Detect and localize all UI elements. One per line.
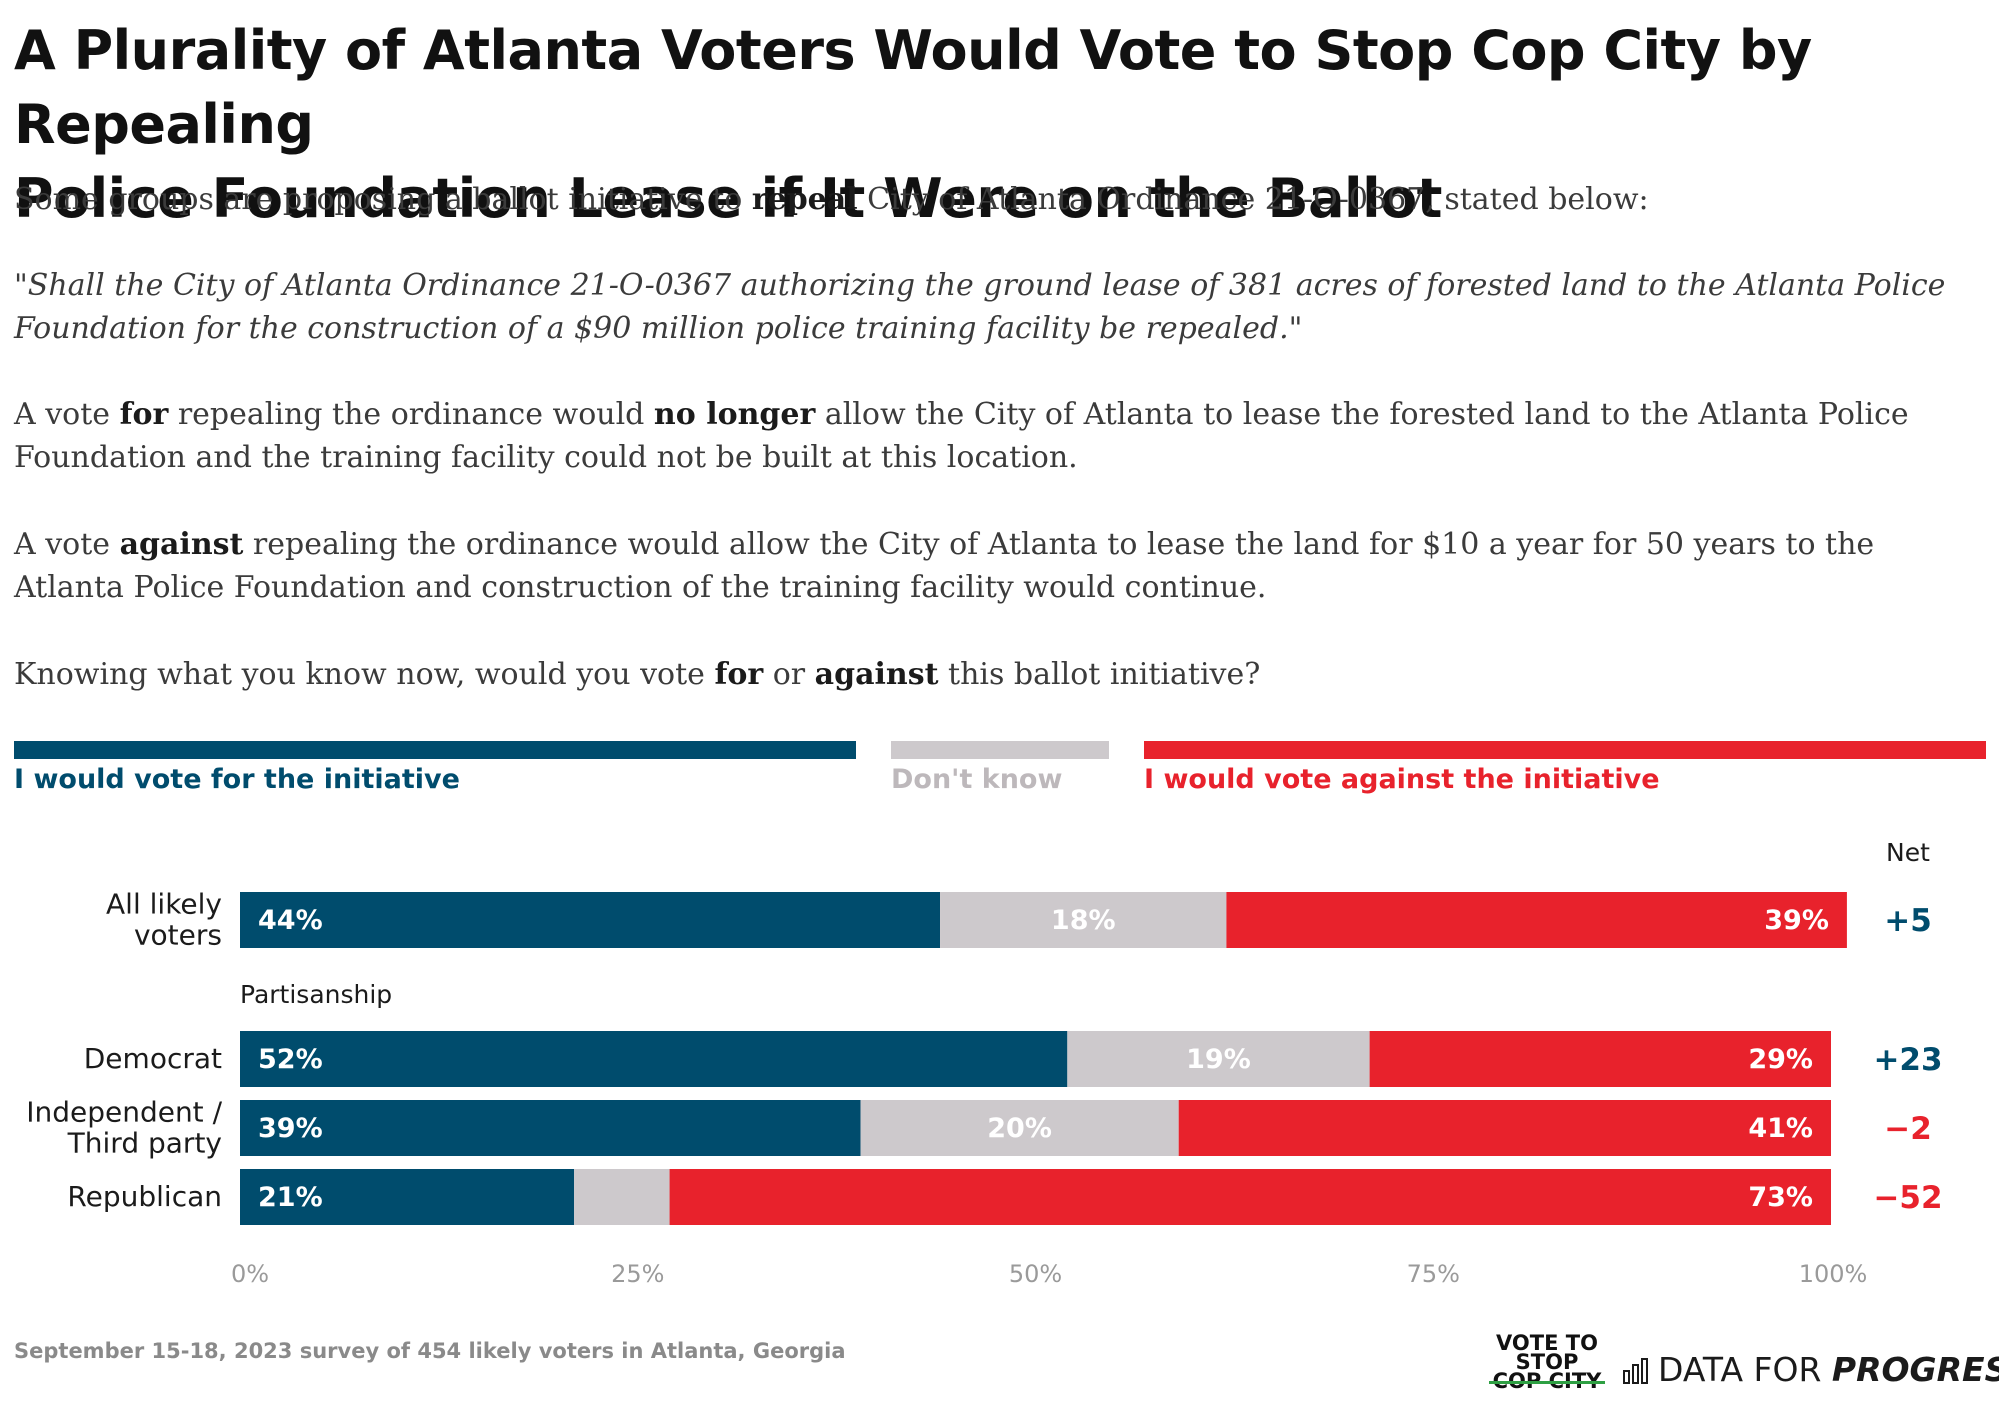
- vote-to-stop-cop-city-logo: VOTE TO STOP COP CITY: [1488, 1331, 1606, 1393]
- text: or: [763, 657, 815, 692]
- bar-segment-dont-know: [940, 892, 1227, 948]
- data-label-dont-know: 20%: [987, 1113, 1052, 1144]
- bars-layer: [240, 892, 1847, 1225]
- x-tick-label: 75%: [1407, 1260, 1460, 1288]
- text: repealing the ordinance would allow the …: [14, 527, 1875, 605]
- chart-title-line-2: Police Foundation Lease if It Were on th…: [14, 167, 1443, 230]
- legend-label-against: I would vote against the initiative: [1144, 764, 1660, 795]
- labels-layer: Net Partisanship 44% 18% 39% All likelyvoters…: [26, 838, 1942, 1288]
- bar-segment-for: [240, 1169, 575, 1225]
- data-label-against: 29%: [1748, 1044, 1813, 1075]
- legend-swatch-dont-know: [891, 741, 1109, 759]
- bar-segment-against: [1369, 1031, 1831, 1087]
- bar-segment-against: [669, 1169, 1831, 1225]
- x-tick-label: 50%: [1009, 1260, 1062, 1288]
- logo-text-progress: PROGRESS: [1831, 1350, 1999, 1389]
- x-tick-label: 0%: [231, 1260, 269, 1288]
- emphasis: for: [119, 397, 169, 432]
- data-label-dont-know: 19%: [1186, 1044, 1251, 1075]
- bar-segment-dont-know: [860, 1100, 1179, 1156]
- data-label-against: 73%: [1748, 1182, 1813, 1213]
- legend-label-dont-know: Don't know: [891, 764, 1063, 795]
- logo-text: DATA FOR: [1658, 1350, 1832, 1389]
- logo-line: STOP: [1515, 1350, 1579, 1374]
- row-label: Independent /: [26, 1096, 222, 1129]
- net-value: +5: [1884, 903, 1932, 939]
- text: this ballot initiative?: [938, 657, 1261, 692]
- intro-text: Some groups are proposing a ballot initi…: [14, 182, 752, 217]
- text: A vote: [14, 397, 120, 432]
- row-label: All likely: [106, 888, 222, 921]
- legend-swatch-against: [1144, 741, 1986, 759]
- data-label-dont-know: 18%: [1051, 905, 1116, 936]
- vote-against-explanation: A vote against repealing the ordinance w…: [14, 523, 1984, 609]
- net-value: −2: [1884, 1111, 1932, 1147]
- ballot-question-quote: "Shall the City of Atlanta Ordinance 21-…: [14, 268, 1946, 346]
- intro-emphasis: repeal: [751, 182, 858, 217]
- bar-segment-against: [1226, 892, 1847, 948]
- survey-footnote: September 15-18, 2023 survey of 454 like…: [14, 1339, 846, 1363]
- x-tick-label: 25%: [611, 1260, 664, 1288]
- emphasis: against: [814, 657, 939, 692]
- net-value: +23: [1873, 1042, 1942, 1078]
- data-label-for: 39%: [258, 1113, 323, 1144]
- emphasis: for: [714, 657, 764, 692]
- net-value: −52: [1873, 1180, 1942, 1216]
- bar-segment-for: [240, 892, 941, 948]
- row-label: Third party: [67, 1127, 222, 1160]
- text: Knowing what you know now, would you vot…: [14, 657, 715, 692]
- data-label-for: 44%: [258, 905, 323, 936]
- chart-title-line-1: A Plurality of Atlanta Voters Would Vote…: [14, 19, 1812, 156]
- x-tick-label: 100%: [1799, 1260, 1868, 1288]
- data-label-for: 52%: [258, 1044, 323, 1075]
- data-for-progress-logo: DATA FOR PROGRESS: [1622, 1350, 1999, 1389]
- group-label-partisanship: Partisanship: [240, 980, 392, 1009]
- net-header: Net: [1886, 838, 1930, 867]
- logo-line-strikethrough: COP CITY: [1488, 1369, 1606, 1393]
- row-label: voters: [134, 919, 222, 952]
- text: allow the City of Atlanta to lease the f…: [14, 397, 1909, 475]
- logo-line: VOTE TO: [1496, 1331, 1598, 1355]
- intro-text: City of Atlanta Ordinance 21-O-0367, sta…: [857, 182, 1649, 217]
- bar-segment-for: [240, 1031, 1068, 1087]
- bar-segment-against: [1178, 1100, 1831, 1156]
- intro-paragraph: Some groups are proposing a ballot initi…: [14, 178, 1984, 221]
- row-label: Republican: [67, 1180, 222, 1213]
- survey-question: Knowing what you know now, would you vot…: [14, 653, 1984, 696]
- chart-title: A Plurality of Atlanta Voters Would Vote…: [14, 14, 1974, 236]
- data-label-against: 41%: [1748, 1113, 1813, 1144]
- emphasis: no longer: [653, 397, 816, 432]
- data-label-against: 39%: [1764, 905, 1829, 936]
- row-label: Democrat: [84, 1042, 222, 1075]
- bar-segment-for: [240, 1100, 861, 1156]
- bar-segment-dont-know: [1067, 1031, 1370, 1087]
- legend-label-for: I would vote for the initiative: [14, 764, 460, 795]
- bar-chart-icon: [1623, 1358, 1648, 1384]
- vote-for-explanation: A vote for repealing the ordinance would…: [14, 393, 1984, 479]
- bar-segment-dont-know: [574, 1169, 670, 1225]
- legend-swatch-for: [14, 741, 856, 759]
- text: A vote: [14, 527, 120, 562]
- text: repealing the ordinance would: [168, 397, 654, 432]
- emphasis: against: [119, 527, 244, 562]
- data-label-for: 21%: [258, 1182, 323, 1213]
